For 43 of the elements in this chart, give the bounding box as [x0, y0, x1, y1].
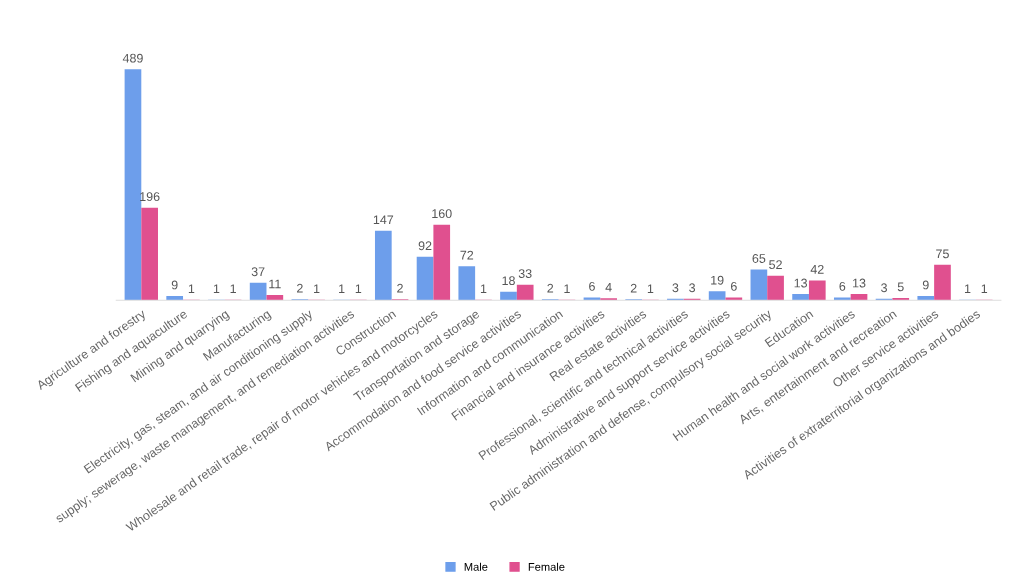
data-label: 52 — [769, 260, 782, 270]
data-label: 65 — [752, 254, 766, 263]
data-label: 1 — [339, 284, 345, 294]
data-label: 3 — [689, 283, 696, 293]
legend-label: Female — [528, 562, 565, 571]
data-label: 1 — [564, 284, 570, 294]
data-label: 1 — [964, 284, 971, 294]
data-label: 1 — [188, 284, 195, 294]
data-label: 19 — [711, 275, 724, 285]
data-label: 72 — [460, 250, 474, 260]
data-label: 2 — [547, 283, 554, 293]
data-label: 6 — [839, 281, 846, 291]
data-label: 9 — [922, 280, 929, 290]
data-label: 6 — [589, 281, 595, 291]
data-label: 11 — [269, 279, 281, 289]
data-label: 1 — [230, 284, 236, 294]
data-label: 3 — [672, 283, 679, 293]
data-label: 489 — [122, 53, 143, 63]
data-label: 9 — [171, 280, 178, 290]
data-label: 13 — [853, 278, 866, 288]
data-label: 160 — [432, 209, 452, 219]
data-label: 5 — [897, 282, 904, 292]
data-label: 1 — [981, 284, 988, 294]
data-label: 3 — [881, 283, 887, 293]
data-label: 1 — [355, 284, 362, 294]
data-label: 1 — [213, 284, 220, 294]
data-label: 37 — [251, 267, 265, 277]
data-label: 6 — [730, 281, 737, 291]
data-label: 2 — [397, 283, 403, 293]
data-label: 1 — [647, 284, 654, 294]
data-label: 42 — [810, 264, 824, 274]
data-label: 1 — [480, 284, 487, 294]
data-label: 13 — [794, 278, 807, 288]
data-label: 2 — [297, 283, 303, 293]
data-label: 92 — [418, 241, 432, 251]
data-label: 18 — [502, 276, 515, 286]
data-label: 147 — [373, 215, 394, 225]
data-label: 1 — [314, 284, 320, 294]
data-label: 75 — [936, 249, 949, 259]
data-label: 33 — [518, 269, 532, 279]
legend-label: Male — [464, 562, 488, 571]
data-label: 2 — [630, 283, 637, 293]
data-label: 4 — [605, 283, 612, 292]
